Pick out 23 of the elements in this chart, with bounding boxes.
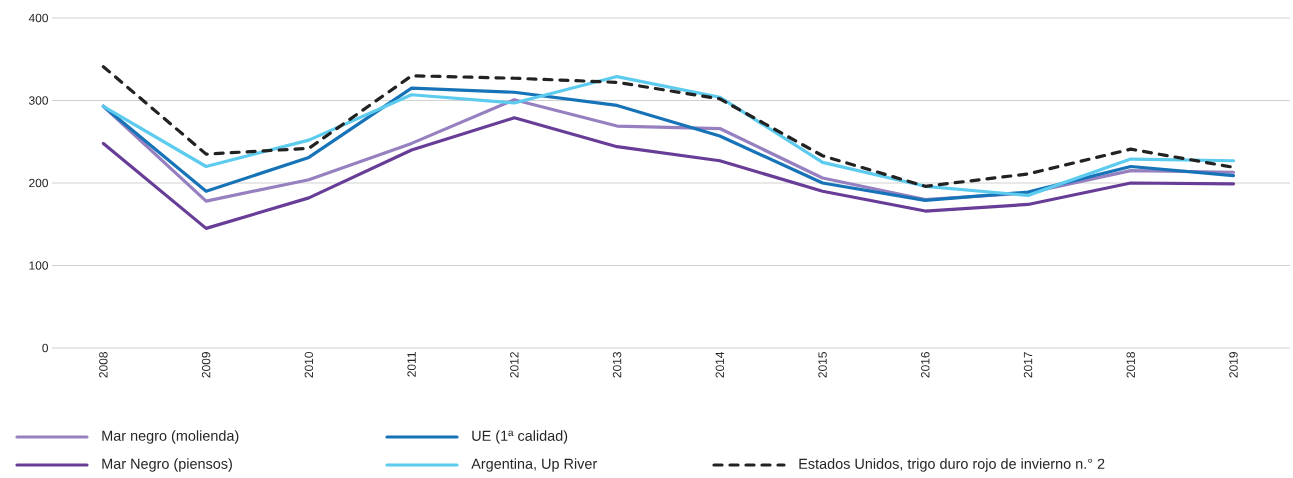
x-tick-label: 2013 (612, 352, 622, 378)
x-tick-label: 2008 (99, 352, 108, 378)
legend-label: Estados Unidos, trigo duro rojo de invierno n.° 2 (799, 458, 1105, 472)
y-tick-label: 300 (28, 96, 49, 105)
y-tick-label: 400 (28, 13, 49, 23)
x-tick-label: 2016 (921, 352, 930, 378)
legend-label: Argentina, Up River (471, 458, 597, 472)
x-tick-label: 2011 (407, 352, 416, 377)
x-tick-label: 2012 (510, 352, 519, 378)
y-tick-label: 200 (29, 178, 49, 188)
line-series (101, 116, 1236, 230)
x-tick-label: 2010 (304, 351, 314, 378)
x-tick-label: 2009 (201, 352, 211, 378)
y-tick-label: 0 (42, 343, 49, 353)
legend-label: Mar Negro (piensos) (102, 458, 232, 472)
legend-label: Mar negro (molienda) (102, 430, 239, 444)
x-tick-label: 2017 (1023, 352, 1033, 378)
x-tick-label: 2014 (715, 351, 725, 378)
y-tick-label: 100 (29, 261, 49, 270)
legend-label: UE (1ª calidad) (472, 430, 568, 444)
x-tick-label: 2015 (818, 352, 827, 378)
x-tick-label: 2019 (1229, 352, 1238, 378)
x-tick-label: 2018 (1126, 352, 1135, 378)
